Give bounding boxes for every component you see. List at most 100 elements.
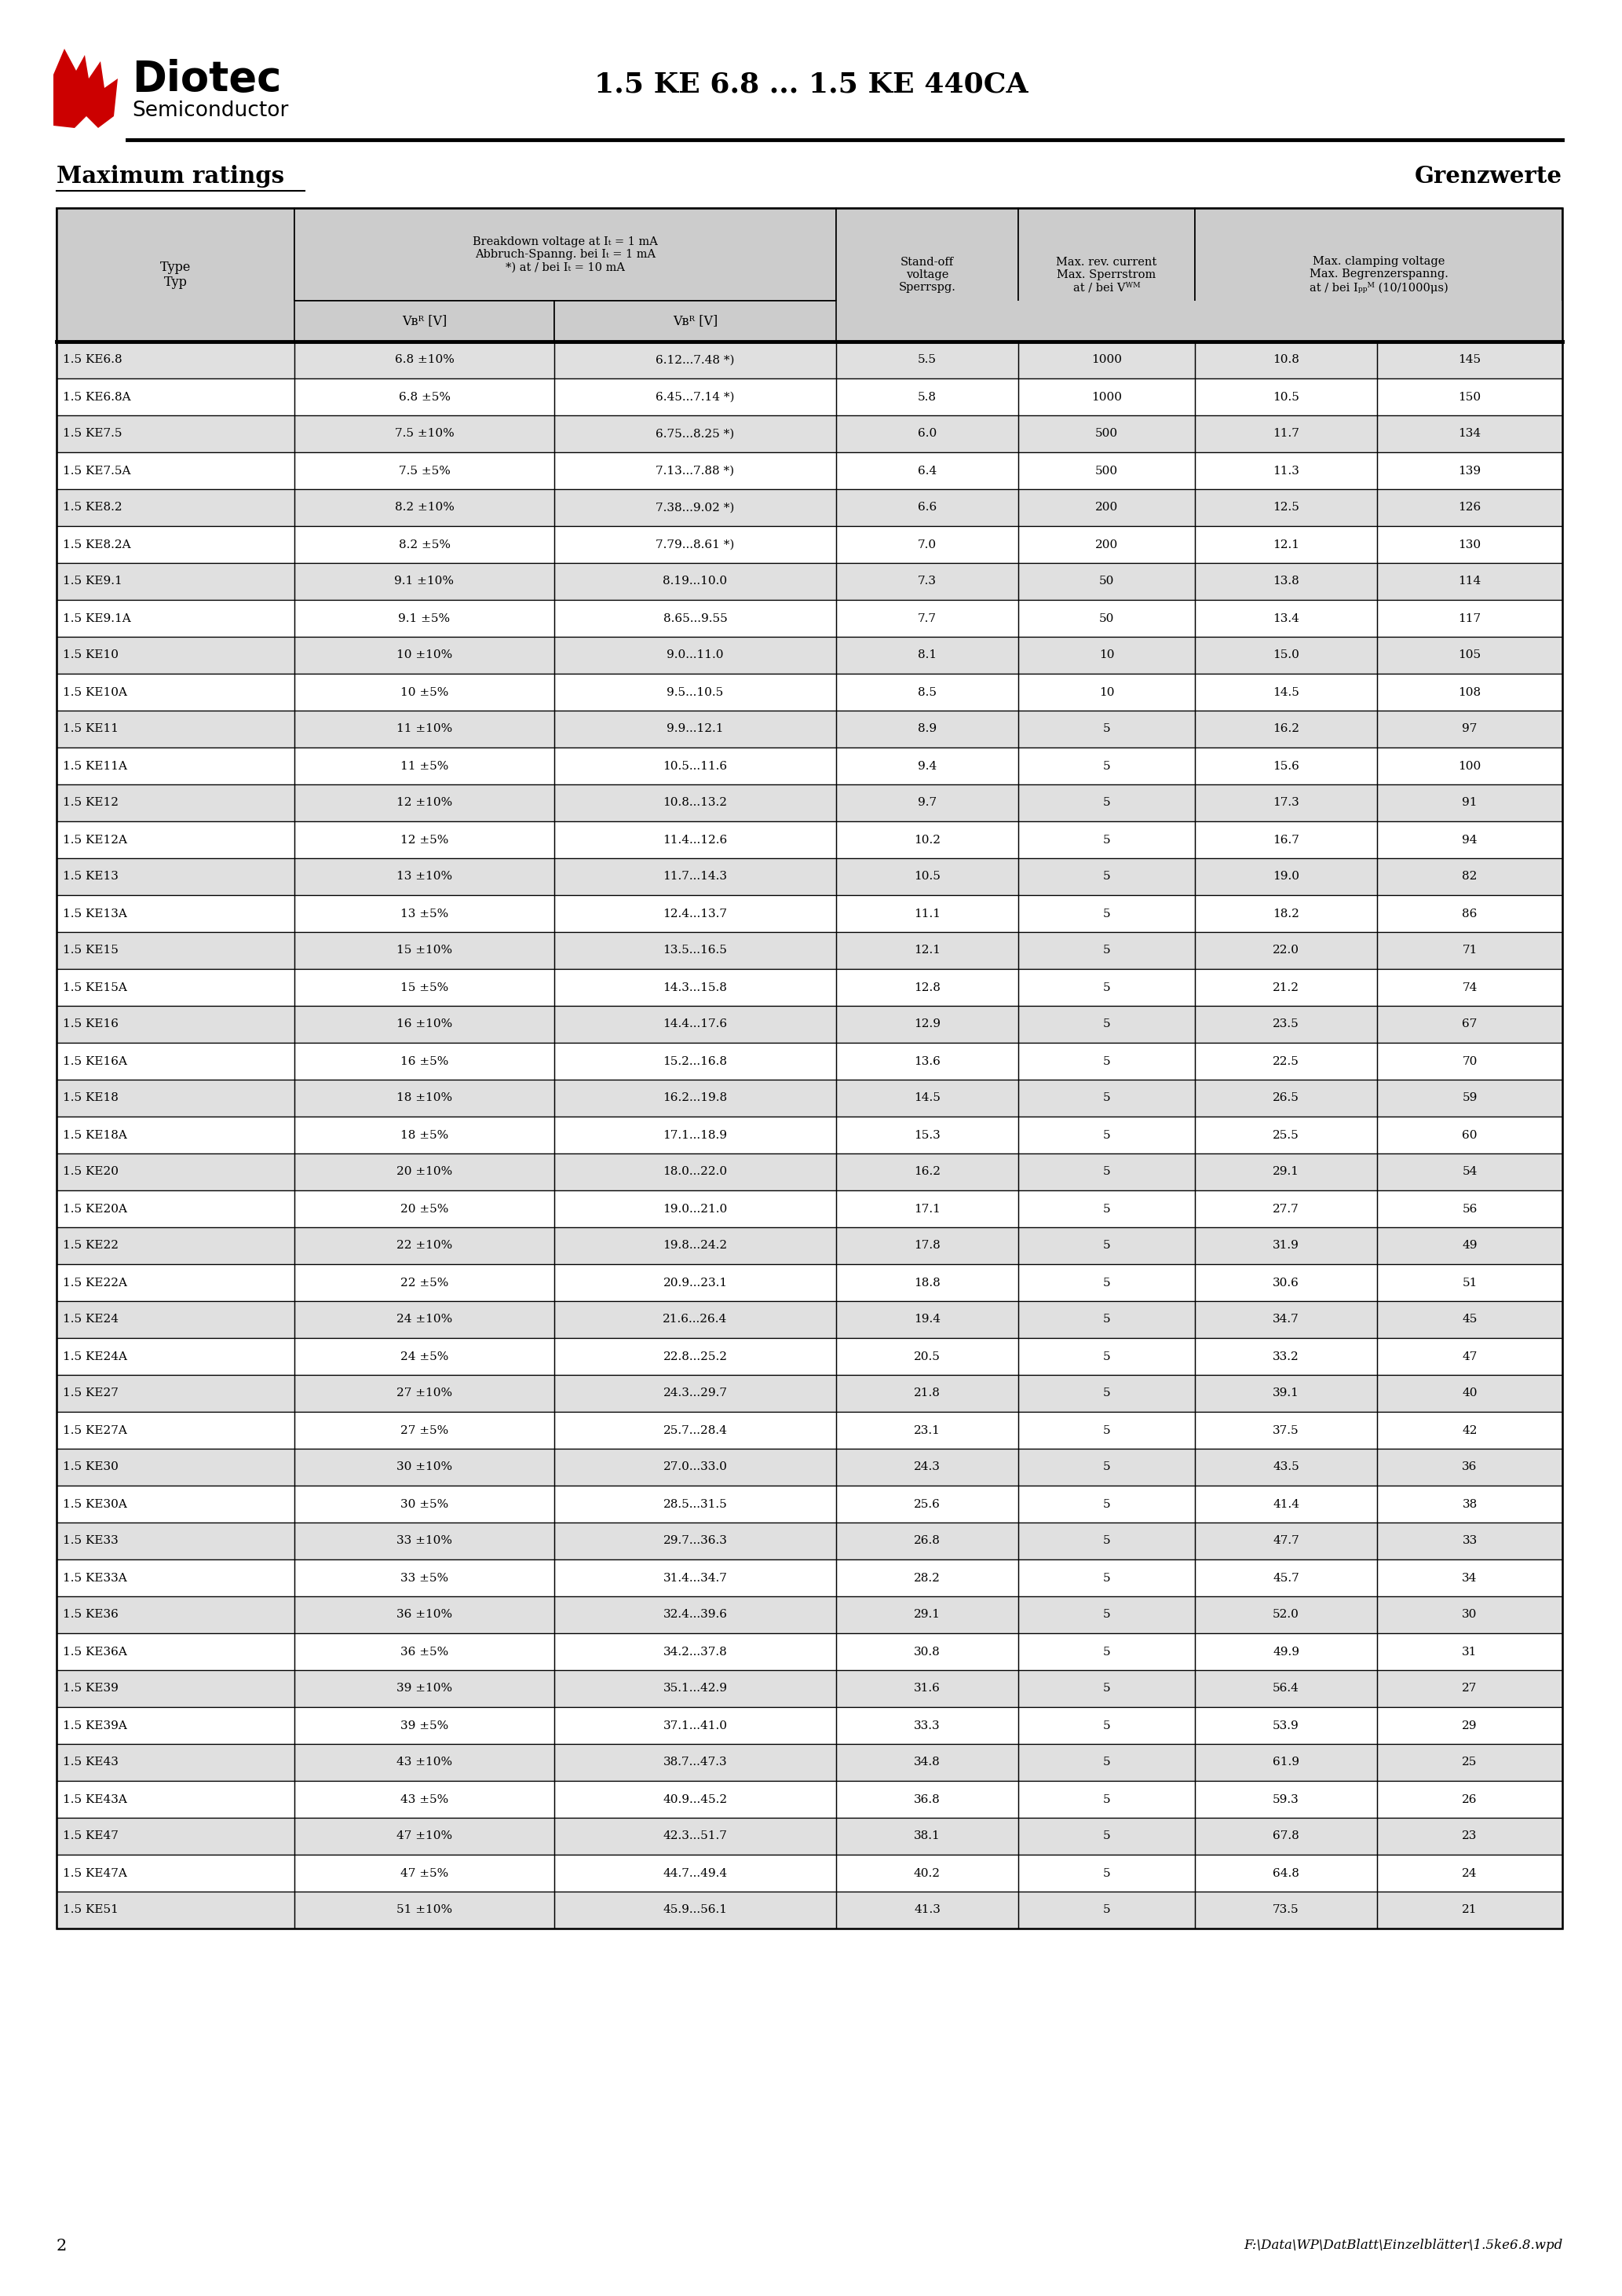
Text: 26: 26	[1461, 1793, 1478, 1805]
Bar	[835, 1745, 1019, 1782]
Text: 12 ±10%: 12 ±10%	[396, 797, 453, 808]
Bar	[555, 895, 835, 932]
Bar	[57, 1116, 295, 1153]
Text: Stand-off
voltage
Sperrspg.: Stand-off voltage Sperrspg.	[899, 257, 955, 294]
Text: 24 ±10%: 24 ±10%	[396, 1313, 453, 1325]
Text: 7.3: 7.3	[918, 576, 936, 588]
Bar	[57, 452, 295, 489]
Text: 34.7: 34.7	[1273, 1313, 1299, 1325]
Text: 51 ±10%: 51 ±10%	[396, 1906, 453, 1915]
Bar	[57, 1632, 1562, 1669]
Bar	[57, 1375, 295, 1412]
Bar	[57, 599, 1562, 636]
Text: 16.7: 16.7	[1273, 833, 1299, 845]
Text: 33.3: 33.3	[913, 1720, 941, 1731]
Bar	[1195, 1153, 1377, 1189]
Text: 8.2 ±5%: 8.2 ±5%	[399, 540, 451, 551]
Bar	[1195, 822, 1377, 859]
Text: 61.9: 61.9	[1273, 1756, 1299, 1768]
Text: 30.8: 30.8	[913, 1646, 941, 1658]
Bar	[57, 1153, 295, 1189]
Text: 91: 91	[1461, 797, 1478, 808]
Bar	[57, 1892, 1562, 1929]
Bar	[555, 785, 835, 822]
Bar	[835, 1189, 1019, 1228]
Bar	[57, 1079, 1562, 1116]
Bar	[57, 209, 1562, 301]
Bar	[1377, 673, 1562, 712]
Text: 19.8...24.2: 19.8...24.2	[663, 1240, 727, 1251]
Text: 22 ±10%: 22 ±10%	[396, 1240, 453, 1251]
Bar	[57, 785, 295, 822]
Bar	[57, 969, 295, 1006]
Bar	[1377, 712, 1562, 748]
Text: F:\Data\WP\DatBlatt\Einzelblätter\1.5ke6.8.wpd: F:\Data\WP\DatBlatt\Einzelblätter\1.5ke6…	[1244, 2239, 1562, 2252]
Bar	[1019, 1818, 1195, 1855]
Text: 32.4...39.6: 32.4...39.6	[663, 1609, 727, 1621]
Text: 15.2...16.8: 15.2...16.8	[663, 1056, 727, 1068]
Bar	[555, 1375, 835, 1412]
Text: 41.3: 41.3	[913, 1906, 941, 1915]
Bar	[57, 489, 295, 526]
Bar	[1019, 209, 1195, 342]
Text: 9.9...12.1: 9.9...12.1	[667, 723, 723, 735]
Text: 44.7...49.4: 44.7...49.4	[663, 1867, 727, 1878]
Bar	[57, 1486, 1562, 1522]
Text: 16 ±10%: 16 ±10%	[396, 1019, 453, 1031]
Bar	[57, 1708, 1562, 1745]
Text: 5: 5	[1103, 1906, 1111, 1915]
Bar	[1195, 1079, 1377, 1116]
Bar	[555, 969, 835, 1006]
Bar	[835, 1116, 1019, 1153]
Bar	[295, 1116, 555, 1153]
Text: Grenzwerte: Grenzwerte	[1414, 165, 1562, 188]
Text: 15.6: 15.6	[1273, 760, 1299, 771]
Text: 13 ±10%: 13 ±10%	[396, 870, 453, 882]
Text: 7.13...7.88 *): 7.13...7.88 *)	[655, 466, 735, 475]
Polygon shape	[54, 48, 118, 129]
Bar	[1019, 379, 1195, 416]
Bar	[555, 1486, 835, 1522]
Bar	[295, 1006, 555, 1042]
Text: 16 ±5%: 16 ±5%	[401, 1056, 448, 1068]
Bar	[295, 599, 555, 636]
Bar	[835, 1412, 1019, 1449]
Bar	[1019, 1228, 1195, 1265]
Bar	[835, 489, 1019, 526]
Bar	[1377, 1818, 1562, 1855]
Text: 16.2: 16.2	[913, 1166, 941, 1178]
Bar	[1195, 1855, 1377, 1892]
Bar	[295, 822, 555, 859]
Bar	[1377, 1339, 1562, 1375]
Bar	[1377, 1669, 1562, 1708]
Bar	[1195, 1522, 1377, 1559]
Bar	[555, 932, 835, 969]
Text: 1.5 KE 6.8 ... 1.5 KE 440CA: 1.5 KE 6.8 ... 1.5 KE 440CA	[594, 71, 1028, 96]
Text: 1.5 KE30: 1.5 KE30	[63, 1463, 118, 1472]
Bar	[835, 1596, 1019, 1632]
Text: 34.2...37.8: 34.2...37.8	[663, 1646, 727, 1658]
Bar	[1019, 1449, 1195, 1486]
Bar	[555, 673, 835, 712]
Text: 5: 5	[1103, 723, 1111, 735]
Bar	[295, 1375, 555, 1412]
Bar	[57, 1892, 295, 1929]
Bar	[57, 1265, 295, 1302]
Text: 1.5 KE33: 1.5 KE33	[63, 1536, 118, 1548]
Bar	[1377, 822, 1562, 859]
Text: 22.8...25.2: 22.8...25.2	[663, 1350, 727, 1362]
Text: 40: 40	[1461, 1387, 1478, 1398]
Text: 1.5 KE13A: 1.5 KE13A	[63, 909, 127, 918]
Text: 56: 56	[1461, 1203, 1478, 1215]
Text: Vʙᴿ [V]: Vʙᴿ [V]	[402, 315, 446, 328]
Bar	[57, 1153, 1562, 1189]
Text: 86: 86	[1461, 909, 1478, 918]
Text: 5: 5	[1103, 1720, 1111, 1731]
Bar	[1377, 1079, 1562, 1116]
Bar	[1377, 1522, 1562, 1559]
Bar	[835, 785, 1019, 822]
Bar	[57, 1375, 1562, 1412]
Bar	[57, 1265, 1562, 1302]
Text: 67.8: 67.8	[1273, 1830, 1299, 1841]
Bar	[555, 822, 835, 859]
